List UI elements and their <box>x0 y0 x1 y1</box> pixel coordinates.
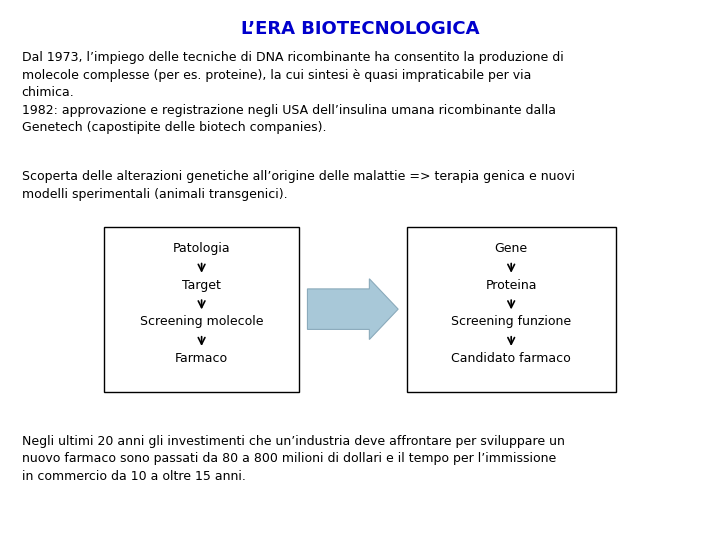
Text: Dal 1973, l’impiego delle tecniche di DNA ricombinante ha consentito la produzio: Dal 1973, l’impiego delle tecniche di DN… <box>22 51 563 134</box>
Text: Target: Target <box>182 279 221 292</box>
Text: Farmaco: Farmaco <box>175 352 228 365</box>
FancyArrow shape <box>307 279 398 340</box>
Text: Candidato farmaco: Candidato farmaco <box>451 352 571 365</box>
Text: L’ERA BIOTECNOLOGICA: L’ERA BIOTECNOLOGICA <box>240 20 480 38</box>
Text: Negli ultimi 20 anni gli investimenti che un’industria deve affrontare per svilu: Negli ultimi 20 anni gli investimenti ch… <box>22 435 564 483</box>
FancyBboxPatch shape <box>407 227 616 392</box>
Text: Gene: Gene <box>495 242 528 255</box>
Text: Scoperta delle alterazioni genetiche all’origine delle malattie => terapia genic: Scoperta delle alterazioni genetiche all… <box>22 170 575 200</box>
Text: Screening funzione: Screening funzione <box>451 315 571 328</box>
Text: Proteina: Proteina <box>485 279 537 292</box>
Text: Patologia: Patologia <box>173 242 230 255</box>
Text: Screening molecole: Screening molecole <box>140 315 264 328</box>
FancyBboxPatch shape <box>104 227 299 392</box>
